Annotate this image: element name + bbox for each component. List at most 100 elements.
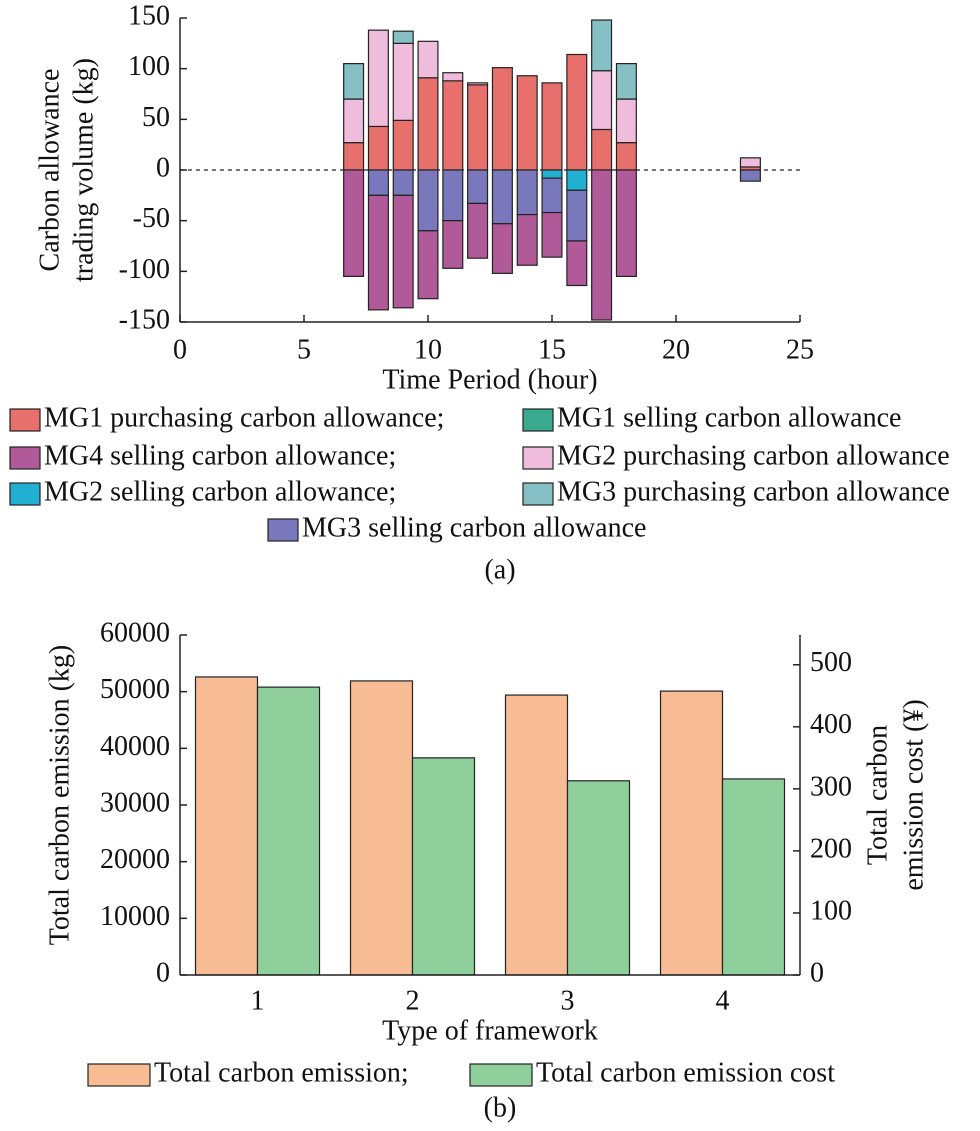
bar-segment [392,42,414,121]
x-tick-label: 1 [251,985,265,1016]
bar-segment [417,77,439,171]
bar [349,680,414,976]
bar-segment [467,82,489,86]
bar-segment [591,169,613,321]
bar-segment [343,98,365,144]
bar-segment [442,169,464,222]
bar-segment [516,213,538,266]
y-tick-label: 10000 [100,901,170,932]
bar-segment [343,142,365,171]
y-axis-label: trading volume (kg) [68,58,99,282]
bar-segment [591,19,613,72]
bar-segment [591,70,613,131]
bar-segment [392,30,414,44]
bar-segment [516,169,538,216]
legend-label: MG3 purchasing carbon allowance [557,476,950,507]
bar-segment [615,169,637,278]
bar-segment [367,169,389,196]
bar-segment [417,169,439,232]
bar-segment [566,53,588,171]
legend-label: Total carbon emission cost [536,1057,835,1088]
bar-segment [541,177,563,214]
bar-segment [392,194,414,309]
legend-label: Total carbon emission; [154,1057,409,1088]
bar-segment [541,211,563,258]
y-axis-label: Carbon allowance [34,69,65,272]
y2-tick-label: 500 [810,647,852,678]
x-tick-label: 0 [173,334,187,365]
bar-segment [367,125,389,171]
y-tick-label: 100 [128,51,170,82]
bar-segment [491,67,513,171]
bar-segment [566,189,588,242]
bar-segment [392,169,414,196]
bar-segment [392,119,414,171]
y-tick-label: 30000 [100,787,170,818]
bar [411,757,476,976]
x-axis-label: Type of framework [382,1015,598,1046]
y-axis-label: Total carbon emission (kg) [44,645,75,946]
legend-label: MG2 selling carbon allowance; [44,476,396,507]
x-tick-label: 25 [786,334,814,365]
bar-segment [491,169,513,225]
caption: (a) [484,554,515,585]
bar-segment [739,169,761,182]
y2-axis-label: Total carbon [862,725,893,865]
y-tick-label: 150 [128,0,170,31]
y-tick-label: -150 [119,304,170,335]
x-tick-label: 2 [406,985,420,1016]
legend-swatch [9,408,41,432]
y2-tick-label: 0 [810,957,824,988]
y-tick-label: 40000 [100,731,170,762]
legend-swatch [9,482,41,506]
caption: (b) [484,1092,517,1123]
y2-tick-label: 300 [810,771,852,802]
x-tick-label: 10 [414,334,442,365]
y2-tick-label: 400 [810,709,852,740]
y-tick-label: -100 [119,254,170,285]
legend-swatch [469,1063,533,1087]
bar-segment [566,240,588,287]
y2-tick-label: 100 [810,895,852,926]
y-tick-label: 0 [156,152,170,183]
y-tick-label: 60000 [100,617,170,648]
bar-segment [566,169,588,191]
bar [659,690,724,976]
legend-swatch [522,482,554,506]
bar-segment [417,40,439,79]
bar-segment [615,62,637,100]
x-axis-label: Time Period (hour) [382,364,597,395]
legend-swatch [9,446,41,470]
legend-label: MG4 selling carbon allowance; [44,440,396,471]
legend-swatch [267,518,299,542]
bar-segment [739,157,761,168]
x-tick-label: 15 [538,334,566,365]
bar-segment [343,62,365,100]
bar-segment [467,169,489,205]
bar-segment [591,128,613,171]
bar [566,780,631,976]
legend-swatch [522,408,554,432]
bar [194,676,259,976]
legend-label: MG1 selling carbon allowance [557,402,901,433]
legend-label: MG1 purchasing carbon allowance; [44,402,444,433]
y-tick-label: -50 [133,203,170,234]
y-tick-label: 0 [156,957,170,988]
y2-axis-label: emission cost (¥) [898,699,929,890]
x-tick-label: 4 [716,985,730,1016]
bar-segment [491,223,513,274]
bar-segment [467,84,489,171]
y-tick-label: 20000 [100,844,170,875]
bar-segment [367,194,389,311]
bar-segment [367,29,389,128]
legend-swatch [522,446,554,470]
y-tick-label: 50 [142,102,170,133]
bar [721,778,786,976]
bar-segment [467,202,489,259]
bar-segment [417,230,439,300]
bar-segment [442,80,464,171]
y2-tick-label: 200 [810,833,852,864]
bar-segment [541,169,563,179]
bar [504,694,569,976]
